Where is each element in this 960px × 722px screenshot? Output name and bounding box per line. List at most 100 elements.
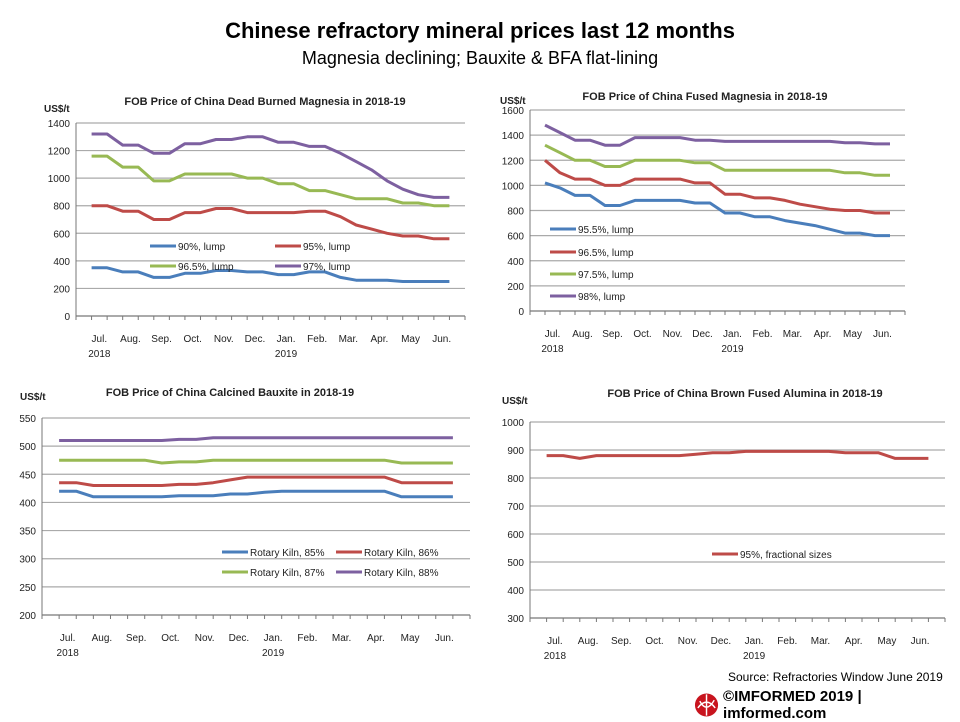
series-line	[544, 159, 890, 215]
x-tick-label: Jan.	[264, 633, 283, 644]
series-line	[544, 143, 890, 177]
legend-label: Rotary Kiln, 87%	[250, 568, 325, 579]
x-tick-label: Feb.	[297, 633, 317, 644]
x-tick-label: Nov.	[195, 633, 215, 644]
x-year-label: 2018	[541, 344, 564, 355]
y-tick-label: 400	[507, 257, 524, 268]
x-tick-label: May	[843, 329, 862, 340]
x-tick-label: Mar.	[811, 636, 830, 647]
x-year-label: 2018	[57, 648, 80, 659]
legend-label: Rotary Kiln, 88%	[364, 568, 439, 579]
series-line	[91, 132, 450, 199]
series-line	[91, 154, 450, 208]
y-tick-label: 350	[19, 527, 36, 538]
legend-label: 96.5%, lump	[178, 262, 234, 273]
x-tick-label: Sep.	[602, 329, 623, 340]
y-tick-label: 300	[19, 555, 36, 566]
y-tick-label: 800	[507, 207, 524, 218]
x-tick-label: Dec.	[245, 334, 266, 345]
y-tick-label: 1200	[48, 147, 71, 158]
legend-label: 95%, lump	[303, 242, 351, 253]
y-tick-label: 1000	[502, 418, 525, 429]
series-line	[91, 204, 450, 241]
y-tick-label: 300	[507, 614, 524, 625]
y-tick-label: 200	[507, 282, 524, 293]
x-tick-label: Jun.	[432, 334, 451, 345]
y-tick-label: 600	[507, 232, 524, 243]
y-tick-label: 800	[507, 474, 524, 485]
x-tick-label: Apr.	[845, 636, 863, 647]
imformed-logo-icon	[694, 693, 719, 717]
x-tick-label: Dec.	[229, 633, 250, 644]
x-tick-label: Oct.	[633, 329, 651, 340]
y-tick-label: 200	[53, 284, 70, 295]
x-tick-label: Mar.	[332, 633, 351, 644]
y-tick-label: 600	[53, 229, 70, 240]
x-tick-label: Aug.	[92, 633, 113, 644]
x-tick-label: Nov.	[663, 329, 683, 340]
y-tick-label: 0	[64, 312, 70, 323]
chart-title: FOB Price of China Calcined Bauxite in 2…	[106, 387, 354, 399]
x-tick-label: Oct.	[184, 334, 202, 345]
y-tick-label: 900	[507, 446, 524, 457]
x-tick-label: Jul.	[60, 633, 76, 644]
x-tick-label: Jul.	[547, 636, 563, 647]
x-tick-label: May	[401, 633, 420, 644]
chart-title: FOB Price of China Dead Burned Magnesia …	[124, 96, 405, 108]
legend-label: 95.5%, lump	[578, 225, 634, 236]
x-tick-label: Mar.	[339, 334, 358, 345]
legend-label: 95%, fractional sizes	[740, 550, 832, 561]
x-tick-label: Jan.	[723, 329, 742, 340]
y-tick-label: 400	[19, 498, 36, 509]
y-tick-label: 1600	[502, 106, 525, 117]
series-line	[59, 489, 453, 499]
y-tick-label: 1400	[502, 131, 525, 142]
y-tick-label: 700	[507, 502, 524, 513]
legend-label: Rotary Kiln, 86%	[364, 548, 439, 559]
y-axis-label: US$/t	[20, 392, 46, 403]
chart-title: FOB Price of China Brown Fused Alumina i…	[607, 388, 882, 400]
chart-title: FOB Price of China Fused Magnesia in 201…	[582, 91, 827, 103]
legend-label: 97%, lump	[303, 262, 351, 273]
y-tick-label: 1000	[48, 174, 71, 185]
source-note: Source: Refractories Window June 2019	[728, 670, 943, 684]
y-tick-label: 0	[518, 307, 524, 318]
x-tick-label: Jul.	[545, 329, 561, 340]
x-tick-label: Feb.	[752, 329, 772, 340]
x-tick-label: Nov.	[214, 334, 234, 345]
series-line	[59, 436, 453, 442]
x-tick-label: Apr.	[371, 334, 389, 345]
x-tick-label: Oct.	[645, 636, 663, 647]
x-tick-label: Jan.	[277, 334, 296, 345]
y-tick-label: 400	[507, 586, 524, 597]
legend-label: 97.5%, lump	[578, 270, 634, 281]
x-tick-label: Jun.	[873, 329, 892, 340]
y-tick-label: 500	[19, 442, 36, 453]
series-line	[546, 449, 929, 460]
x-tick-label: Jun.	[435, 633, 454, 644]
y-tick-label: 1400	[48, 119, 71, 130]
x-tick-label: Sep.	[126, 633, 147, 644]
y-tick-label: 550	[19, 414, 36, 425]
y-tick-label: 250	[19, 583, 36, 594]
x-year-label: 2019	[262, 648, 285, 659]
x-tick-label: May	[877, 636, 896, 647]
page-title: Chinese refractory mineral prices last 1…	[225, 18, 735, 43]
legend-label: Rotary Kiln, 85%	[250, 548, 325, 559]
y-tick-label: 500	[507, 558, 524, 569]
x-tick-label: Feb.	[777, 636, 797, 647]
y-tick-label: 1000	[502, 181, 525, 192]
series-line	[91, 266, 450, 283]
x-year-label: 2018	[88, 349, 111, 360]
footer-brand: ©IMFORMED 2019 | imformed.com	[694, 688, 960, 722]
y-tick-label: 1200	[502, 156, 525, 167]
y-tick-label: 600	[507, 530, 524, 541]
x-tick-label: Dec.	[711, 636, 732, 647]
legend-label: 90%, lump	[178, 242, 226, 253]
y-tick-label: 200	[19, 611, 36, 622]
series-line	[544, 123, 890, 147]
x-tick-label: Nov.	[678, 636, 698, 647]
page-subtitle: Magnesia declining; Bauxite & BFA flat-l…	[301, 48, 659, 68]
y-tick-label: 400	[53, 257, 70, 268]
